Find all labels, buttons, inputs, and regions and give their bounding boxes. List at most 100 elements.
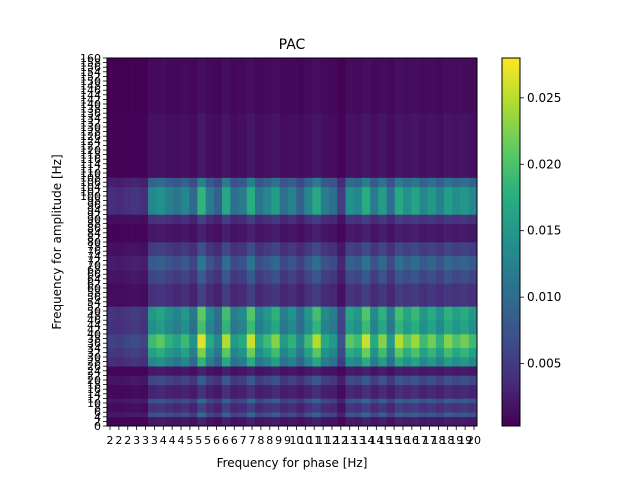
heatmap-cell [205, 398, 215, 404]
heatmap-cell [189, 398, 198, 404]
heatmap-cell [444, 113, 453, 178]
heatmap-cell [139, 214, 149, 224]
heatmap-cell [271, 334, 280, 349]
heatmap-cell [287, 283, 297, 307]
heatmap-cell [246, 412, 256, 418]
heatmap-cell [246, 283, 256, 307]
heatmap-cell [403, 186, 412, 215]
heatmap-cell [419, 113, 428, 178]
heatmap-cell [427, 357, 437, 367]
heatmap-cell [107, 416, 116, 427]
heatmap-cell [263, 384, 272, 399]
heatmap-cell [452, 255, 461, 270]
heatmap-cell [279, 58, 289, 114]
heatmap-cell [329, 366, 338, 376]
heatmap-cell [460, 357, 470, 367]
heatmap-cell [213, 366, 223, 376]
y-tick-label: 52 [87, 300, 101, 313]
heatmap-cell [205, 375, 215, 385]
x-tick-label: 4 [169, 434, 176, 447]
y-tick-label: 92 [87, 208, 101, 221]
heatmap-cell [279, 283, 289, 307]
heatmap-cell [213, 177, 223, 188]
heatmap-cell [345, 347, 354, 358]
heatmap-cell [337, 214, 346, 224]
heatmap-cell [189, 366, 198, 376]
heatmap-cell [353, 347, 363, 358]
heatmap-cell [115, 416, 124, 427]
heatmap-cell [279, 416, 289, 427]
y-tick-label: 44 [87, 319, 101, 332]
heatmap-cell [255, 58, 264, 114]
heatmap-cell [181, 177, 190, 188]
heatmap-cell [386, 334, 396, 349]
heatmap-cell [411, 412, 420, 418]
heatmap-cell [123, 214, 132, 224]
heatmap-cell [148, 375, 157, 385]
heatmap-cell [287, 306, 297, 321]
heatmap-cell [181, 113, 190, 178]
heatmap-cell [468, 416, 478, 427]
heatmap-cell [296, 320, 305, 335]
y-tick-label: 32 [87, 346, 101, 359]
heatmap-cell [181, 255, 190, 270]
heatmap-cell [148, 223, 157, 243]
heatmap-cell [271, 269, 280, 284]
heatmap-cell [345, 283, 354, 307]
heatmap-cell [156, 223, 165, 243]
heatmap-cell [419, 375, 428, 385]
heatmap-cell [263, 186, 272, 215]
y-tick-label: 144 [80, 89, 101, 102]
heatmap-cell [156, 320, 165, 335]
heatmap-cell [156, 255, 165, 270]
heatmap-cell [131, 214, 141, 224]
heatmap-cell [329, 186, 338, 215]
heatmap-cell [205, 177, 215, 188]
heatmap-cell [271, 366, 280, 376]
heatmap-cell [304, 255, 313, 270]
heatmap-cell [148, 255, 157, 270]
heatmap-cell [444, 223, 453, 243]
heatmap-cell [246, 58, 256, 114]
y-tick-label: 38 [87, 333, 101, 346]
heatmap-cell [230, 366, 239, 376]
heatmap-cell [304, 113, 313, 178]
heatmap-cell [279, 214, 289, 224]
heatmap-cell [230, 347, 239, 358]
heatmap-cell [197, 357, 206, 367]
heatmap-cell [222, 58, 231, 114]
heatmap-cell [361, 398, 371, 404]
heatmap-cell [148, 403, 157, 413]
heatmap-cell [255, 412, 264, 418]
heatmap-cell [164, 306, 174, 321]
heatmap-cell [139, 113, 149, 178]
heatmap-cell [230, 320, 239, 335]
heatmap-cell [468, 269, 478, 284]
heatmap-cell [205, 403, 215, 413]
heatmap-cell [123, 366, 132, 376]
heatmap-cell [181, 357, 190, 367]
y-axis-label: Frequency for amplitude [Hz] [50, 154, 64, 329]
heatmap-cell [246, 306, 256, 321]
heatmap-cell [320, 223, 330, 243]
y-tick-label: 60 [87, 282, 101, 295]
heatmap-cell [378, 403, 387, 413]
heatmap-cell [468, 186, 478, 215]
heatmap-cell [255, 113, 264, 178]
heatmap-cell [189, 416, 198, 427]
heatmap-cell [238, 177, 248, 188]
heatmap-cell [296, 357, 305, 367]
heatmap-cell [213, 58, 223, 114]
heatmap-cell [296, 186, 305, 215]
heatmap-cell [427, 255, 437, 270]
heatmap-cell [394, 269, 404, 284]
x-tick-label: 8 [257, 434, 264, 447]
heatmap-cell [296, 347, 305, 358]
heatmap-cell [222, 347, 231, 358]
y-tick-label: 14 [87, 388, 101, 401]
heatmap-cell [197, 347, 206, 358]
heatmap-cell [444, 306, 453, 321]
heatmap-cell [139, 255, 149, 270]
heatmap-cell [353, 357, 363, 367]
heatmap-cell [444, 177, 453, 188]
